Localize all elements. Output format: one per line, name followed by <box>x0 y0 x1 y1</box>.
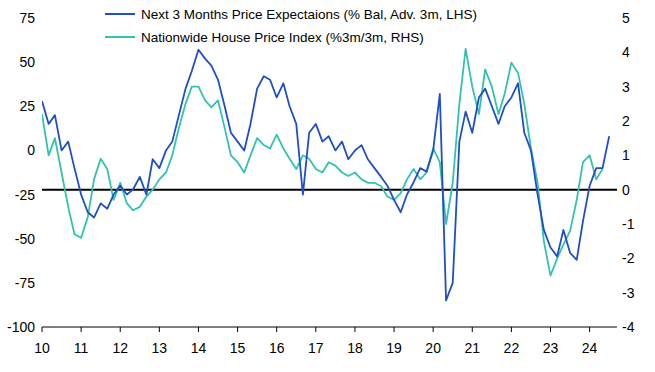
x-tick <box>198 327 199 332</box>
y-tick-label: 25 <box>19 98 35 114</box>
x-tick <box>315 327 316 332</box>
y2-tick <box>617 155 620 156</box>
y-tick <box>39 194 42 195</box>
x-tick <box>589 327 590 332</box>
x-tick-label: 14 <box>191 340 207 356</box>
x-tick <box>276 327 277 332</box>
x-tick <box>472 327 473 332</box>
x-tick-label: 12 <box>112 340 128 356</box>
plot-area <box>42 49 609 301</box>
zero-line <box>42 189 617 191</box>
y2-tick <box>617 52 620 53</box>
y2-tick-label: -4 <box>622 319 635 335</box>
x-tick-label: 24 <box>582 340 598 356</box>
y-tick-label: 75 <box>19 10 35 26</box>
x-tick <box>237 327 238 332</box>
x-tick-label: 18 <box>347 340 363 356</box>
legend-label: Next 3 Months Price Expectaions (% Bal, … <box>141 7 477 22</box>
x-tick-label: 22 <box>504 340 520 356</box>
y-tick-label: -75 <box>15 275 35 291</box>
y2-tick-label: 5 <box>622 10 630 26</box>
y2-tick <box>617 327 620 328</box>
y2-tick-label: 2 <box>622 113 630 129</box>
y2-tick-label: -2 <box>622 250 635 266</box>
y-tick-label: -50 <box>15 231 35 247</box>
legend-swatch <box>105 36 135 38</box>
chart: -100-75-50-250255075-4-3-2-1012345101112… <box>0 0 655 372</box>
legend-swatch <box>105 13 135 15</box>
series-line <box>42 50 609 301</box>
x-tick-label: 20 <box>425 340 441 356</box>
y-tick-label: 50 <box>19 54 35 70</box>
y2-tick-label: 4 <box>622 44 630 60</box>
x-tick-label: 23 <box>543 340 559 356</box>
x-tick-label: 19 <box>386 340 402 356</box>
y-tick <box>39 62 42 63</box>
x-tick-label: 16 <box>269 340 285 356</box>
y2-tick-label: 1 <box>622 147 630 163</box>
y2-tick-label: -1 <box>622 216 635 232</box>
y2-tick <box>617 189 620 190</box>
y2-tick-label: 3 <box>622 79 630 95</box>
y2-tick-label: -3 <box>622 285 635 301</box>
y2-tick <box>617 86 620 87</box>
y2-tick <box>617 18 620 19</box>
y2-tick <box>617 224 620 225</box>
legend-label: Nationwide House Price Index (%3m/3m, RH… <box>141 30 424 45</box>
x-tick <box>511 327 512 332</box>
y-tick <box>39 150 42 151</box>
y2-tick <box>617 292 620 293</box>
x-tick <box>42 327 43 332</box>
x-tick-label: 21 <box>464 340 480 356</box>
x-tick-label: 17 <box>308 340 324 356</box>
x-tick <box>550 327 551 332</box>
y-tick <box>39 106 42 107</box>
x-tick-label: 13 <box>152 340 168 356</box>
x-tick <box>120 327 121 332</box>
x-tick-label: 15 <box>230 340 246 356</box>
x-axis-line <box>42 327 617 328</box>
y-tick <box>39 18 42 19</box>
x-tick <box>394 327 395 332</box>
y-tick-label: -25 <box>15 187 35 203</box>
x-tick <box>433 327 434 332</box>
y-tick-label: 0 <box>27 142 35 158</box>
y-tick-label: -100 <box>7 319 35 335</box>
y-tick <box>39 238 42 239</box>
x-tick <box>81 327 82 332</box>
y2-tick-label: 0 <box>622 182 630 198</box>
x-tick <box>159 327 160 332</box>
x-tick-label: 10 <box>34 340 50 356</box>
x-tick-label: 11 <box>74 340 89 356</box>
y2-tick <box>617 121 620 122</box>
x-tick <box>354 327 355 332</box>
y2-tick <box>617 258 620 259</box>
y-tick <box>39 282 42 283</box>
